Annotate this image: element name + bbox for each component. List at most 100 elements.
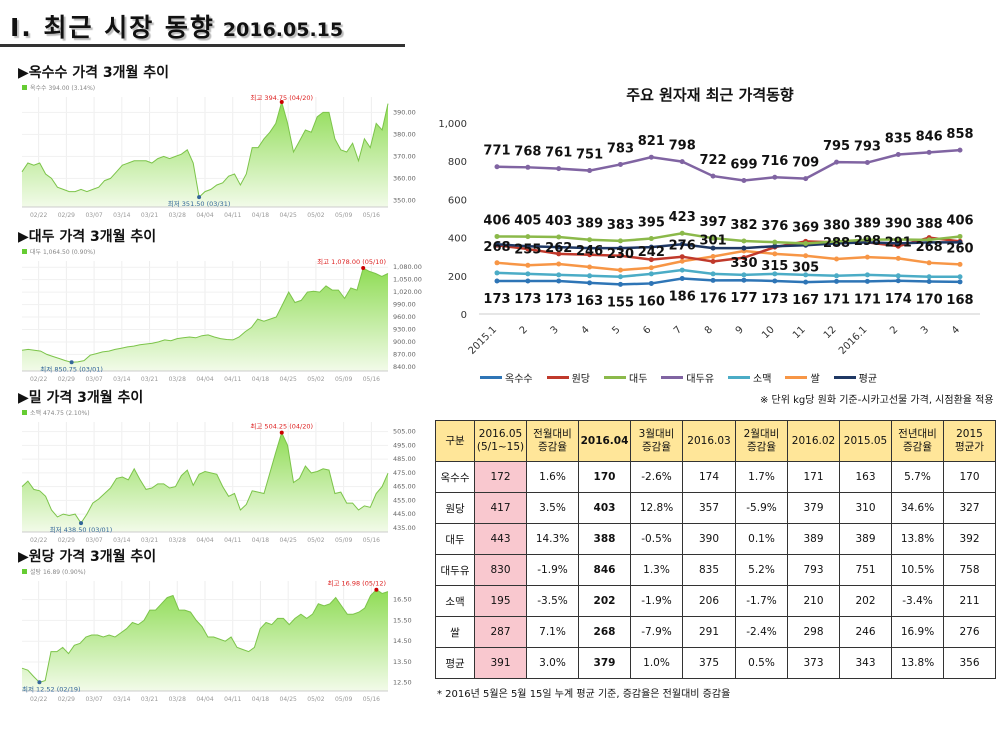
table-cell: 174 [682, 461, 736, 493]
x-tick-label: 02/22 [30, 696, 47, 703]
table-cell: -5.9% [735, 492, 788, 524]
series-line [497, 277, 961, 286]
max-label: 최고 1,078.00 (05/10) [317, 257, 386, 266]
small-chart-legend: 대두 1,064.50 (0.90%) [22, 247, 95, 256]
table-row: 쌀 287 7.1% 268 -7.9% 291 -2.4% 298 246 16.9% 276 [435, 616, 996, 648]
data-label: 380 [823, 218, 850, 233]
column-header: 2015.05 [839, 420, 892, 462]
area-fill [22, 589, 388, 691]
max-marker [279, 99, 284, 104]
legend-swatch [22, 249, 27, 254]
table-cell: 276 [943, 616, 996, 648]
data-point [803, 241, 809, 247]
data-label: 389 [854, 217, 881, 232]
table-cell: 846 [578, 554, 631, 586]
y-tick-label: 600 [448, 195, 467, 206]
x-tick-label: 05/02 [307, 212, 324, 219]
data-point [648, 257, 654, 263]
table-cell: 1.7% [735, 461, 788, 493]
y-tick-label: 840.00 [393, 363, 416, 371]
x-tick-label: 03/14 [113, 537, 130, 544]
table-cell: 5.7% [891, 461, 944, 493]
data-point [895, 273, 901, 279]
x-tick-label: 2 [518, 324, 530, 336]
max-label: 최고 504.25 (04/20) [250, 422, 313, 431]
data-label: 798 [669, 139, 696, 154]
min-marker [37, 680, 42, 685]
data-point [710, 173, 716, 179]
data-label: 795 [823, 139, 850, 154]
page-title: Ⅰ. 최근 시장 동향 2016.05.15 [10, 8, 343, 44]
data-point [679, 267, 685, 273]
y-tick-label: 1,080.00 [393, 263, 422, 271]
legend-item: 평균 [833, 370, 878, 385]
x-tick-label: 03/28 [169, 696, 186, 703]
legend-swatch [546, 376, 569, 379]
data-label: 722 [699, 153, 726, 168]
x-tick-label: 03/28 [169, 212, 186, 219]
x-tick-label: 05/09 [335, 212, 352, 219]
legend-item: 쌀 [785, 370, 820, 385]
x-tick-label: 05/16 [363, 376, 380, 383]
data-point [772, 243, 778, 249]
data-label: 709 [792, 156, 819, 171]
y-tick-label: 360.00 [393, 174, 416, 182]
table-cell: 835 [682, 554, 736, 586]
data-point [803, 279, 809, 285]
y-tick-label: 370.00 [393, 152, 416, 160]
y-tick-label: 1,000 [438, 119, 467, 130]
column-header: 2016.05 (5/1~15) [474, 420, 527, 462]
table-cell: 356 [943, 647, 996, 679]
data-label: 291 [885, 235, 912, 250]
data-point [617, 238, 623, 244]
data-point [494, 260, 500, 266]
y-tick-label: 0 [461, 310, 467, 321]
series-line [496, 249, 961, 272]
data-point [648, 236, 654, 242]
x-tick-label: 03/28 [169, 376, 186, 383]
data-point [710, 258, 716, 264]
x-tick-label: 4 [579, 324, 591, 336]
table-cell: 5.2% [735, 554, 788, 586]
data-point [957, 233, 963, 239]
row-label: 대두유 [435, 554, 475, 586]
table-cell: 170 [943, 461, 996, 493]
table-cell: 830 [474, 554, 527, 586]
table-cell: 13.8% [891, 523, 944, 555]
data-point [587, 252, 593, 258]
table-header-row: 구분 2016.05 (5/1~15) 전월대비 증감율 2016.04 3월대비 증감율 20… [435, 420, 996, 462]
data-point [525, 278, 531, 284]
table-cell: 3.5% [526, 492, 579, 524]
legend-label: 평균 [858, 374, 878, 385]
x-tick-label: 05/09 [335, 537, 352, 544]
data-label: 389 [576, 217, 603, 232]
table-cell: 327 [943, 492, 996, 524]
data-point [617, 274, 623, 280]
x-tick-label: 9 [734, 324, 746, 336]
table-cell: 12.8% [630, 492, 683, 524]
data-label: 173 [483, 292, 510, 307]
data-point [679, 230, 685, 236]
area-fill [22, 102, 388, 207]
column-header: 2016.04 [578, 420, 631, 462]
data-label: 761 [545, 146, 572, 161]
table-cell: -1.9% [526, 554, 579, 586]
min-label: 최저 12.52 (02/19) [22, 684, 81, 693]
table-cell: 206 [682, 585, 736, 617]
data-label: 315 [761, 259, 788, 274]
table-cell: 195 [474, 585, 527, 617]
unit-note: ※ 단위 kg당 원화 기준-시카고선물 가격, 시점환율 적용 [760, 395, 994, 406]
data-point [556, 261, 562, 267]
x-tick-label: 2 [888, 324, 900, 336]
row-label: 쌀 [435, 616, 475, 648]
table-row: 원당 417 3.5% 403 12.8% 357 -5.9% 379 310 34.6% 327 [435, 492, 996, 524]
main-line-chart: 0 200 400 600 800 1,000 2015.1 2 3 4 5 6 7 8 9 10 11 1220… [438, 119, 980, 357]
x-tick-label: 05/02 [307, 537, 324, 544]
data-point [957, 147, 963, 153]
x-tick-label: 12 [822, 324, 839, 341]
data-point [772, 239, 778, 245]
x-tick-label: 04/04 [196, 212, 213, 219]
column-header: 2016.02 [787, 420, 840, 462]
data-label: 246 [576, 244, 603, 259]
y-tick-label: 455.00 [393, 496, 416, 504]
